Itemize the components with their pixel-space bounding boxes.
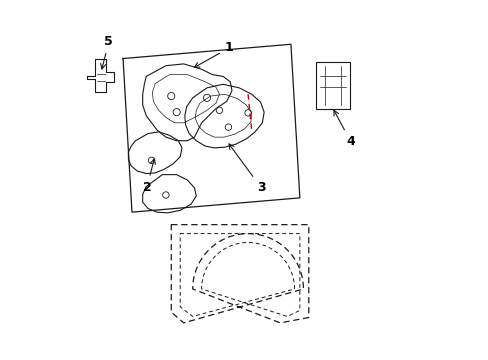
Text: 5: 5 — [101, 35, 113, 69]
FancyBboxPatch shape — [315, 62, 349, 109]
Text: 4: 4 — [333, 110, 354, 148]
Text: 3: 3 — [228, 144, 265, 194]
Text: 1: 1 — [194, 41, 233, 67]
Text: 2: 2 — [142, 159, 155, 194]
